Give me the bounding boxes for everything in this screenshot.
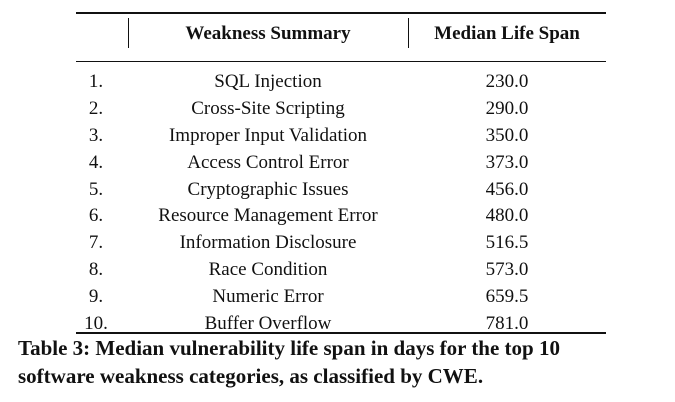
table-bottom-rule xyxy=(76,332,606,334)
row-median: 573.0 xyxy=(485,259,529,281)
row-index: 3. xyxy=(88,124,104,146)
table-row: 10. Buffer Overflow 781.0 xyxy=(76,311,606,338)
caption-line-1: Table 3: Median vulnerability life span … xyxy=(18,336,560,360)
row-weakness: Numeric Error xyxy=(212,286,324,308)
table-row: 9. Numeric Error 659.5 xyxy=(76,284,606,311)
header-divider-right xyxy=(408,18,409,48)
table-row: 5. Cryptographic Issues 456.0 xyxy=(76,177,606,204)
table-top-rule xyxy=(76,12,606,14)
row-index: 5. xyxy=(88,178,104,200)
table-caption: Table 3: Median vulnerability life span … xyxy=(18,334,668,390)
row-median: 230.0 xyxy=(485,71,529,92)
row-weakness: Buffer Overflow xyxy=(204,313,332,335)
row-index: 10. xyxy=(84,313,108,335)
row-weakness: Cryptographic Issues xyxy=(187,178,349,200)
row-index: 8. xyxy=(88,259,104,281)
table-row: 8. Race Condition 573.0 xyxy=(76,257,606,284)
row-weakness: Cross-Site Scripting xyxy=(191,97,345,119)
row-index: 1. xyxy=(88,71,104,92)
row-index: 4. xyxy=(88,151,104,173)
table-header-rule xyxy=(76,61,606,62)
table-row: 6. Resource Management Error 480.0 xyxy=(76,203,606,230)
caption-line-2: software weakness categories, as classif… xyxy=(18,364,484,388)
row-index: 7. xyxy=(88,232,104,254)
row-median: 290.0 xyxy=(485,97,529,119)
table-row: 2. Cross-Site Scripting 290.0 xyxy=(76,96,606,123)
row-weakness: Access Control Error xyxy=(187,151,349,173)
row-weakness: SQL Injection xyxy=(214,71,322,92)
row-median: 659.5 xyxy=(485,286,529,308)
row-median: 480.0 xyxy=(485,205,529,227)
row-median: 373.0 xyxy=(485,151,529,173)
row-weakness: Information Disclosure xyxy=(179,232,357,254)
row-median: 350.0 xyxy=(485,124,529,146)
table-row: 4. Access Control Error 373.0 xyxy=(76,150,606,177)
row-median: 456.0 xyxy=(485,178,529,200)
header-divider-left xyxy=(128,18,129,48)
row-index: 6. xyxy=(88,205,104,227)
table-row: 1. SQL Injection 230.0 xyxy=(76,69,606,96)
row-index: 9. xyxy=(88,286,104,308)
header-median-life-span: Median Life Span xyxy=(434,23,580,44)
row-weakness: Resource Management Error xyxy=(158,205,378,227)
row-weakness: Race Condition xyxy=(208,259,328,281)
table-body: 1. SQL Injection 230.0 2. Cross-Site Scr… xyxy=(76,69,606,338)
table-row: 3. Improper Input Validation 350.0 xyxy=(76,123,606,150)
row-weakness: Improper Input Validation xyxy=(168,124,368,146)
header-weakness-summary: Weakness Summary xyxy=(185,23,351,44)
row-median: 516.5 xyxy=(485,232,529,254)
table-row: 7. Information Disclosure 516.5 xyxy=(76,230,606,257)
row-index: 2. xyxy=(88,97,104,119)
row-median: 781.0 xyxy=(485,313,529,335)
